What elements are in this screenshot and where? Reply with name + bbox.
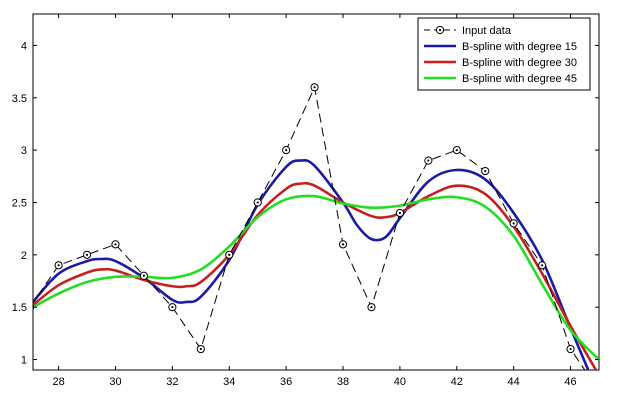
input-data-point-center	[541, 264, 544, 267]
x-tick-label: 46	[564, 376, 576, 388]
input-data-point-center	[569, 347, 572, 351]
input-data-point-center	[199, 347, 202, 351]
legend-entry: Input data	[424, 25, 512, 37]
input-data-point-center	[427, 159, 430, 162]
x-tick-label: 34	[223, 376, 235, 388]
input-data-point-center	[228, 253, 231, 256]
input-data-point-center	[256, 201, 259, 204]
legend: Input data B-spline with degree 15 B-splin…	[417, 17, 591, 91]
legend-marker-center	[438, 28, 442, 32]
input-data-point-center	[313, 86, 316, 89]
input-data-point-center	[29, 306, 31, 308]
input-data-point-center	[114, 243, 117, 246]
axes-layer: 28 30 32 34 36 38 40 42 44 46 1 1.5 2 2.5 3 3.5 4	[12, 14, 599, 388]
legend-label: Input data	[462, 25, 512, 37]
x-tick-label: 38	[337, 376, 349, 388]
input-data-point-center	[171, 306, 174, 309]
series-line-3	[33, 194, 599, 361]
x-tick-label: 36	[280, 376, 292, 388]
legend-entry: B-spline with degree 15	[424, 41, 577, 53]
input-data-point-center	[484, 169, 487, 173]
y-tick-label: 3	[21, 145, 27, 157]
input-data-point-center	[341, 243, 345, 246]
y-tick-label: 1	[21, 355, 27, 367]
x-tick-label: 40	[394, 376, 406, 388]
x-tick-label: 32	[166, 376, 178, 388]
input-data-point-center	[142, 274, 146, 277]
x-tick-label: 44	[508, 376, 520, 388]
legend-label: B-spline with degree 30	[462, 57, 577, 69]
series-layer	[29, 83, 602, 394]
input-data-point-center	[455, 149, 458, 152]
input-data-point-center	[512, 222, 515, 225]
y-tick-label: 3.5	[12, 93, 27, 105]
legend-label: B-spline with degree 15	[462, 41, 577, 53]
x-tick-label: 30	[109, 376, 121, 388]
input-data-point-center	[57, 264, 60, 267]
y-tick-label: 2	[21, 250, 27, 262]
legend-label: B-spline with degree 45	[462, 73, 577, 85]
series-line-2	[33, 181, 598, 370]
legend-entry: B-spline with degree 30	[424, 57, 577, 69]
input-data-point-center	[398, 211, 402, 215]
input-data-point-center	[85, 253, 89, 256]
x-tick-label: 42	[451, 376, 463, 388]
y-tick-label: 1.5	[12, 302, 27, 314]
y-tick-label: 2.5	[12, 197, 27, 209]
input-data-point	[595, 387, 602, 394]
y-tick-label: 4	[21, 40, 27, 52]
input-data-point-center	[598, 390, 600, 392]
input-data-point-center	[370, 306, 373, 309]
legend-entry: B-spline with degree 45	[424, 73, 577, 85]
x-tick-label: 28	[52, 376, 64, 388]
input-data-point-center	[285, 149, 288, 152]
series-line-1	[33, 159, 590, 370]
